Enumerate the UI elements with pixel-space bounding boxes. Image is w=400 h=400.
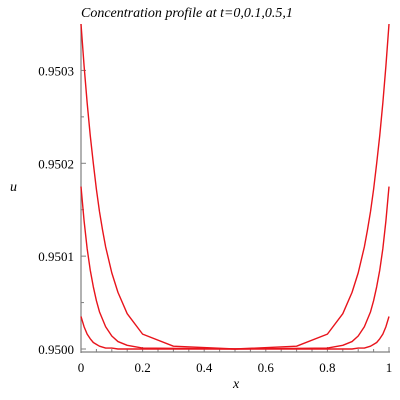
plot-lines (80, 23, 390, 350)
x-axis-label: x (232, 377, 240, 392)
y-tick-label: 0.9502 (38, 156, 74, 171)
y-axis-label: u (10, 180, 17, 195)
x-tick-label: 0.6 (258, 360, 275, 375)
x-ticks: 0 0.2 0.4 0.6 0.8 1 (78, 347, 393, 375)
y-ticks: 0.9500 0.9501 0.9502 0.9503 (38, 63, 86, 357)
y-tick-label: 0.9503 (38, 63, 74, 78)
x-tick-label: 0 (78, 360, 85, 375)
x-tick-label: 1 (386, 360, 393, 375)
x-tick-label: 0.8 (319, 360, 335, 375)
chart-title: Concentration profile at t=0,0.1,0.5,1 (81, 6, 293, 21)
y-tick-label: 0.9501 (38, 249, 74, 264)
series-line-3 (80, 316, 390, 350)
y-tick-label: 0.9500 (38, 342, 74, 357)
series-line-2 (80, 186, 390, 350)
x-tick-label: 0.4 (196, 360, 213, 375)
series-line-1 (80, 23, 390, 350)
x-tick-label: 0.2 (134, 360, 150, 375)
